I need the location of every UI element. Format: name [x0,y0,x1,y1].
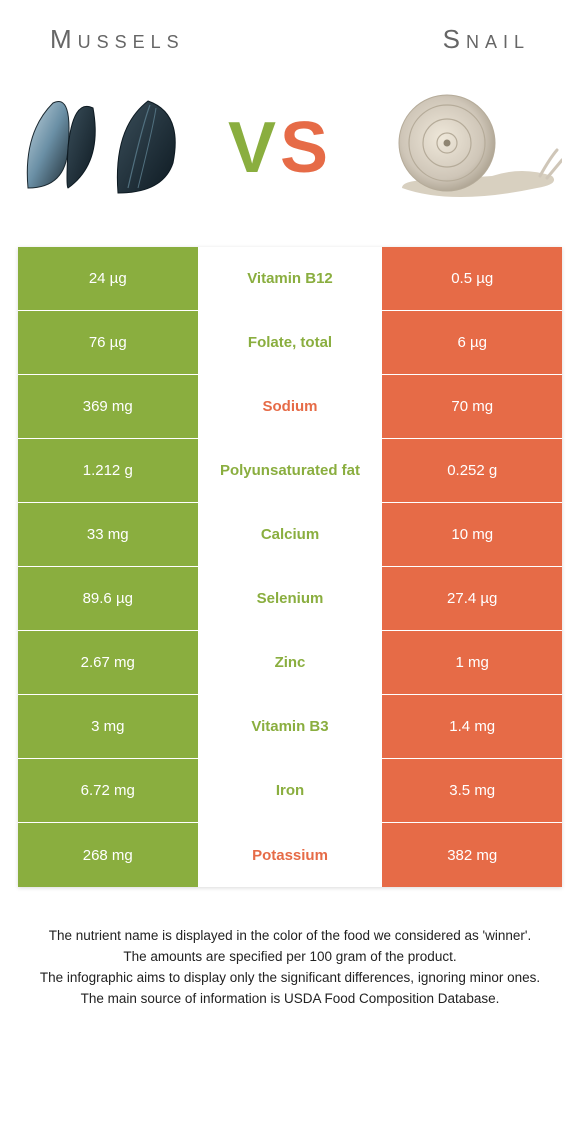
footnote-line: The amounts are specified per 100 gram o… [24,948,556,967]
table-row: 76 µgFolate, total6 µg [18,311,562,375]
footnote-line: The nutrient name is displayed in the co… [24,927,556,946]
value-left: 33 mg [18,503,198,566]
value-left: 1.212 g [18,439,198,502]
nutrient-name: Potassium [198,823,383,887]
footnotes: The nutrient name is displayed in the co… [0,887,580,1009]
value-right: 70 mg [382,375,562,438]
nutrient-table: 24 µgVitamin B120.5 µg76 µgFolate, total… [18,247,562,887]
vs-s: S [280,107,332,189]
footnote-line: The infographic aims to display only the… [24,969,556,988]
footnote-line: The main source of information is USDA F… [24,990,556,1009]
value-right: 3.5 mg [382,759,562,822]
table-row: 369 mgSodium70 mg [18,375,562,439]
table-row: 89.6 µgSelenium27.4 µg [18,567,562,631]
value-left: 369 mg [18,375,198,438]
value-left: 268 mg [18,823,198,887]
mussels-image [18,93,188,203]
table-row: 6.72 mgIron3.5 mg [18,759,562,823]
value-right: 0.5 µg [382,247,562,310]
nutrient-name: Zinc [198,631,383,694]
value-left: 3 mg [18,695,198,758]
header: Mussels Snail [0,0,580,67]
nutrient-name: Folate, total [198,311,383,374]
nutrient-name: Polyunsaturated fat [198,439,383,502]
value-left: 2.67 mg [18,631,198,694]
table-row: 3 mgVitamin B31.4 mg [18,695,562,759]
nutrient-name: Calcium [198,503,383,566]
nutrient-name: Iron [198,759,383,822]
value-left: 6.72 mg [18,759,198,822]
value-right: 27.4 µg [382,567,562,630]
table-row: 268 mgPotassium382 mg [18,823,562,887]
snail-image [372,88,562,208]
title-left: Mussels [50,24,185,55]
value-left: 76 µg [18,311,198,374]
value-right: 1 mg [382,631,562,694]
value-left: 89.6 µg [18,567,198,630]
table-row: 24 µgVitamin B120.5 µg [18,247,562,311]
table-row: 1.212 gPolyunsaturated fat0.252 g [18,439,562,503]
value-right: 10 mg [382,503,562,566]
table-row: 2.67 mgZinc1 mg [18,631,562,695]
title-right: Snail [443,24,530,55]
hero-row: VS [0,67,580,237]
value-left: 24 µg [18,247,198,310]
value-right: 6 µg [382,311,562,374]
value-right: 382 mg [382,823,562,887]
nutrient-name: Sodium [198,375,383,438]
vs-label: VS [228,107,332,189]
vs-v: V [228,107,280,189]
value-right: 0.252 g [382,439,562,502]
nutrient-name: Vitamin B3 [198,695,383,758]
nutrient-name: Selenium [198,567,383,630]
nutrient-name: Vitamin B12 [198,247,383,310]
value-right: 1.4 mg [382,695,562,758]
table-row: 33 mgCalcium10 mg [18,503,562,567]
